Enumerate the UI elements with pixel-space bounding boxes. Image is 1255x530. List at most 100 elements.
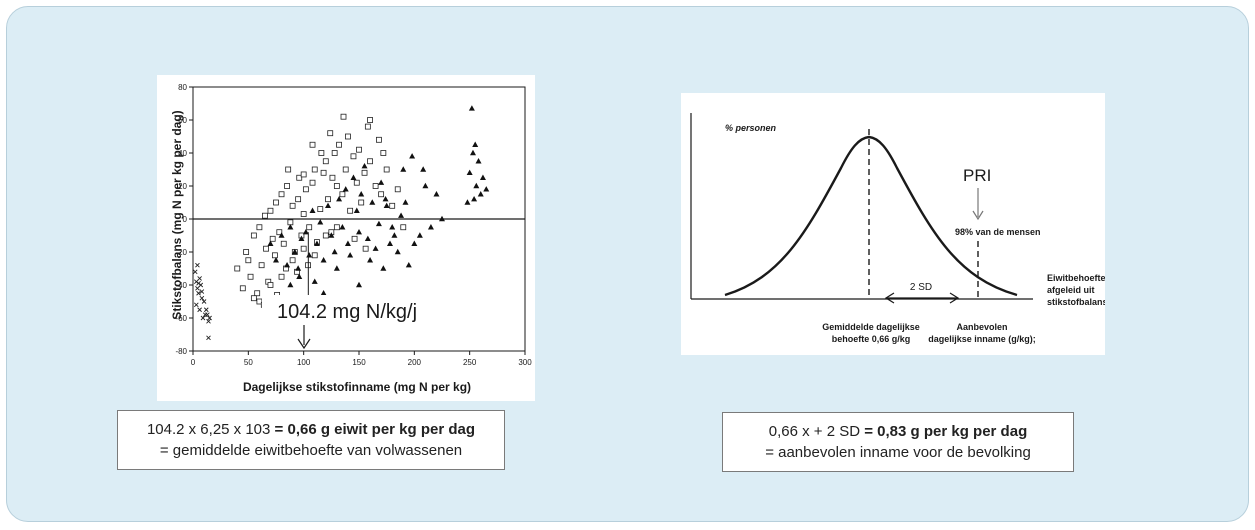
data-point-triangle [287, 281, 294, 288]
scatter-figure: 0 50 100 150 200 250 300 80 60 40 20 0 -20 -40 -60 -80 … [157, 75, 535, 401]
data-point-square [256, 224, 263, 231]
data-point-square [245, 257, 252, 264]
data-point-square [300, 211, 307, 217]
data-point-triangle [472, 141, 479, 147]
data-point-x [206, 335, 211, 341]
data-point-triangle [336, 196, 343, 202]
data-point-triangle [311, 278, 318, 284]
data-point-square [287, 219, 294, 226]
data-point-square [280, 240, 287, 247]
data-point-square [345, 133, 351, 140]
data-point-triangle [309, 207, 316, 213]
data-point-square [311, 166, 318, 173]
data-point-square [267, 282, 274, 288]
data-point-triangle [391, 232, 398, 238]
data-point-triangle [479, 174, 486, 180]
data-point-square [320, 169, 327, 176]
data-point-square [300, 171, 307, 178]
data-point-square [318, 150, 325, 156]
data-point-square [353, 179, 360, 186]
data-point-square [271, 252, 278, 259]
data-point-triangle [356, 229, 362, 235]
data-point-triangle [298, 235, 305, 241]
data-point-triangle [383, 202, 390, 208]
data-point-triangle [317, 219, 324, 225]
right-formula-plain: 0,66 x + 2 SD [768, 423, 865, 440]
pri-arrow-head [972, 210, 984, 221]
data-point-square [339, 191, 346, 198]
data-point-triangle [433, 191, 440, 197]
data-point-triangle [471, 196, 478, 202]
pri-note: 98% van de mensen [955, 227, 1041, 237]
data-point-square [327, 130, 334, 137]
data-point-triangle [356, 281, 362, 288]
data-point-square [278, 273, 285, 280]
left-formula-line1: 104.2 x 6,25 x 103 = 0,66 g eiwit per kg… [118, 419, 504, 440]
annotation-text: 104.2 mg N/kg/j [277, 301, 417, 323]
pri-label: PRI [963, 166, 991, 185]
data-point-square [329, 174, 336, 181]
data-point-square [322, 158, 329, 165]
data-point-square [394, 186, 401, 193]
data-point-square [383, 166, 390, 173]
data-point-square [243, 249, 250, 255]
data-point-triangle [394, 248, 401, 255]
data-point-square [306, 224, 313, 231]
data-point-triangle [468, 105, 475, 111]
data-point-square [258, 262, 265, 269]
data-point-x [203, 307, 209, 313]
data-point-triangle [477, 191, 484, 197]
data-point-triangle [302, 229, 309, 235]
y-tick-label: 40 [178, 149, 187, 158]
data-point-triangle [409, 153, 416, 159]
y-tick-label: -20 [175, 248, 187, 257]
y-tick-label: -80 [175, 347, 187, 356]
data-point-x [200, 315, 206, 321]
annotation-arrow-head [297, 338, 311, 350]
data-point-x [192, 269, 198, 275]
data-point-triangle [439, 215, 445, 222]
data-point-square [400, 224, 407, 231]
data-point-triangle [325, 202, 332, 208]
data-point-triangle [358, 191, 365, 197]
data-point-x [194, 302, 199, 308]
data-point-triangle [333, 265, 340, 271]
data-point-square [358, 199, 365, 206]
x-axis-title: Dagelijkse stikstofinname (mg N per kg) [243, 380, 471, 394]
data-point-square [278, 191, 285, 198]
data-point-triangle [367, 257, 374, 263]
data-point-square [336, 141, 342, 148]
data-point-triangle [347, 252, 354, 258]
x-tick-label: 100 [297, 358, 311, 367]
data-point-triangle [483, 186, 490, 192]
data-point-square [302, 186, 309, 193]
data-point-square [234, 265, 241, 272]
right-label-line2: afgeleid uit [1047, 285, 1095, 295]
y-tick-label: 20 [178, 182, 187, 191]
data-point-triangle [411, 240, 418, 246]
y-tick-label: 80 [178, 83, 187, 92]
data-point-square [331, 150, 338, 156]
data-point-square [269, 235, 276, 242]
data-point-square [317, 206, 324, 213]
data-point-triangle [420, 166, 427, 172]
recommended-label-line2: dagelijkse inname (g/kg); [928, 334, 1036, 344]
data-point-triangle [320, 257, 327, 263]
data-point-square [364, 123, 371, 130]
data-point-triangle [382, 196, 389, 202]
data-point-triangle [464, 199, 471, 205]
data-point-square [340, 113, 347, 120]
data-point-triangle [339, 224, 346, 230]
data-point-triangle [372, 245, 379, 251]
data-point-square [333, 224, 340, 231]
data-point-triangle [328, 232, 335, 238]
data-point-square [250, 295, 257, 302]
data-point-square [356, 146, 362, 153]
data-point-triangle [389, 224, 396, 230]
data-point-square [289, 257, 296, 264]
data-point-triangle [475, 158, 482, 164]
distribution-chart: % personen PRI 98% van de mensen 2 SD Ge… [690, 113, 1108, 344]
data-point-square [254, 290, 261, 297]
data-point-x [196, 281, 201, 286]
y-tick-label: -40 [175, 281, 187, 290]
